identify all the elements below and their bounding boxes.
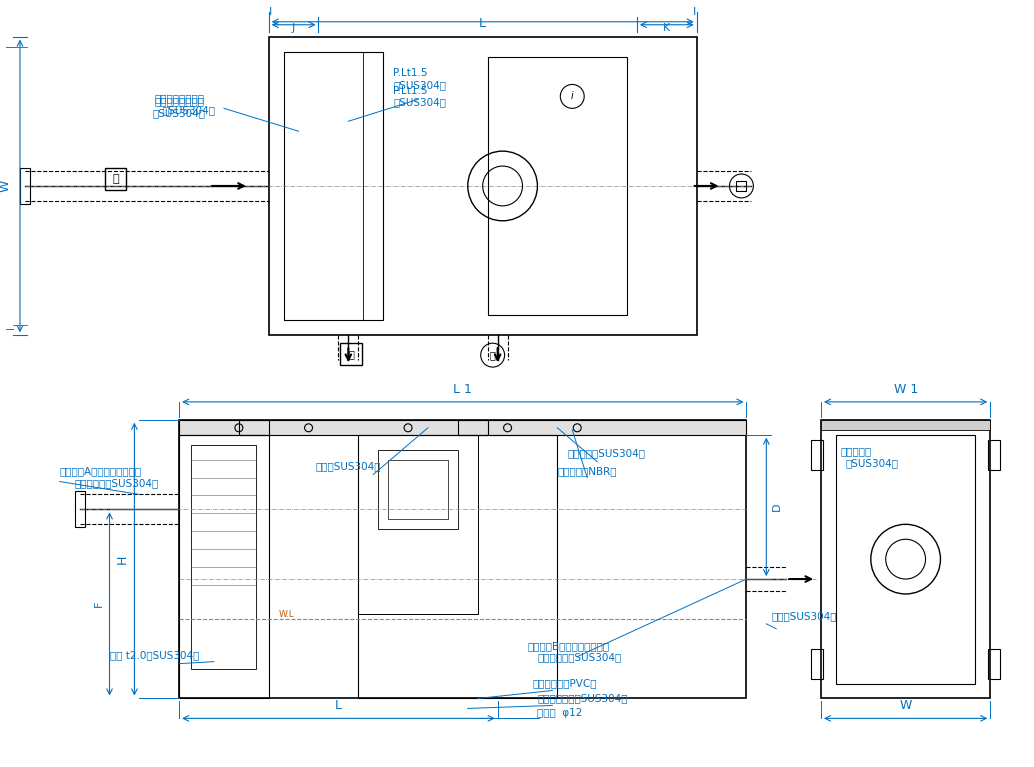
Text: 排出管（B）内ネジソケット: 排出管（B）内ネジソケット	[527, 640, 610, 650]
Bar	[283, 51, 384, 321]
Bar	[283, 51, 363, 321]
Text: トラップ管（PVC）: トラップ管（PVC）	[533, 679, 597, 689]
Bar	[458, 420, 488, 435]
Text: 下: 下	[348, 349, 355, 359]
Text: L 1: L 1	[453, 383, 473, 396]
Text: パッキン（NBR）: パッキン（NBR）	[557, 466, 617, 476]
Text: J: J	[292, 23, 296, 33]
Text: W.L: W.L	[279, 610, 295, 619]
Text: （SUS304）: （SUS304）	[162, 105, 216, 115]
Text: K: K	[663, 23, 670, 33]
Text: H: H	[116, 555, 128, 564]
Bar	[835, 435, 975, 683]
Bar	[811, 439, 823, 469]
Text: スライド板: スライド板	[841, 446, 873, 456]
Text: （SUS304）: （SUS304）	[153, 108, 206, 118]
Text: P.Lt1.5: P.Lt1.5	[393, 68, 428, 78]
Bar	[821, 420, 991, 430]
Bar	[989, 439, 1000, 469]
Text: 固定用ピース（SUS304）: 固定用ピース（SUS304）	[538, 693, 628, 703]
Text: フタ（SUS304）: フタ（SUS304）	[315, 462, 382, 472]
Bar	[378, 449, 458, 529]
Bar	[811, 649, 823, 679]
Bar	[179, 420, 747, 435]
Bar	[821, 420, 991, 699]
Text: 孔明け  φ12: 孔明け φ12	[538, 709, 583, 719]
Text: （平行ネジ・SUS304）: （平行ネジ・SUS304）	[538, 653, 621, 663]
Bar	[20, 168, 30, 204]
Text: F: F	[93, 601, 103, 607]
Text: （平行ネジ・SUS304）: （平行ネジ・SUS304）	[74, 479, 159, 489]
Text: 本体 t2.0（SUS304）: 本体 t2.0（SUS304）	[110, 650, 199, 660]
Text: I: I	[6, 44, 16, 47]
Text: W: W	[900, 700, 912, 713]
Bar	[74, 492, 85, 527]
Text: W: W	[0, 179, 12, 193]
Text: 螺ボルト（SUS304）: 螺ボルト（SUS304）	[568, 449, 645, 459]
Text: P.Lt1.5: P.Lt1.5	[393, 87, 428, 97]
Text: 八: 八	[490, 351, 495, 360]
Bar	[179, 435, 269, 699]
Bar	[104, 168, 126, 190]
Bar	[191, 445, 255, 669]
Bar	[340, 343, 362, 365]
Text: 受笼・パンチング: 受笼・パンチング	[154, 94, 204, 104]
Bar	[736, 181, 747, 191]
Text: I: I	[6, 327, 16, 329]
Text: L: L	[479, 17, 486, 30]
Text: （SUS304）: （SUS304）	[393, 81, 446, 91]
Text: I: I	[269, 7, 272, 17]
Bar	[989, 649, 1000, 679]
Text: （SUS304）: （SUS304）	[393, 97, 446, 107]
Bar	[179, 420, 747, 699]
Text: D: D	[772, 502, 783, 511]
Text: i: i	[571, 91, 574, 101]
Text: 受笼・パンチング: 受笼・パンチング	[154, 97, 204, 107]
Bar	[359, 435, 557, 699]
Bar	[388, 459, 448, 519]
Text: （SUS304）: （SUS304）	[846, 459, 899, 469]
Bar	[488, 57, 627, 315]
Bar	[359, 435, 478, 614]
Text: I: I	[693, 7, 696, 17]
Text: L: L	[335, 700, 342, 713]
Bar	[269, 37, 697, 335]
Text: 補強（SUS304）: 補強（SUS304）	[771, 611, 837, 621]
Text: W 1: W 1	[893, 383, 918, 396]
Bar	[239, 420, 269, 435]
Text: 流入管（A）内ネジソケット: 流入管（A）内ネジソケット	[60, 466, 142, 476]
Text: 中: 中	[112, 174, 119, 184]
